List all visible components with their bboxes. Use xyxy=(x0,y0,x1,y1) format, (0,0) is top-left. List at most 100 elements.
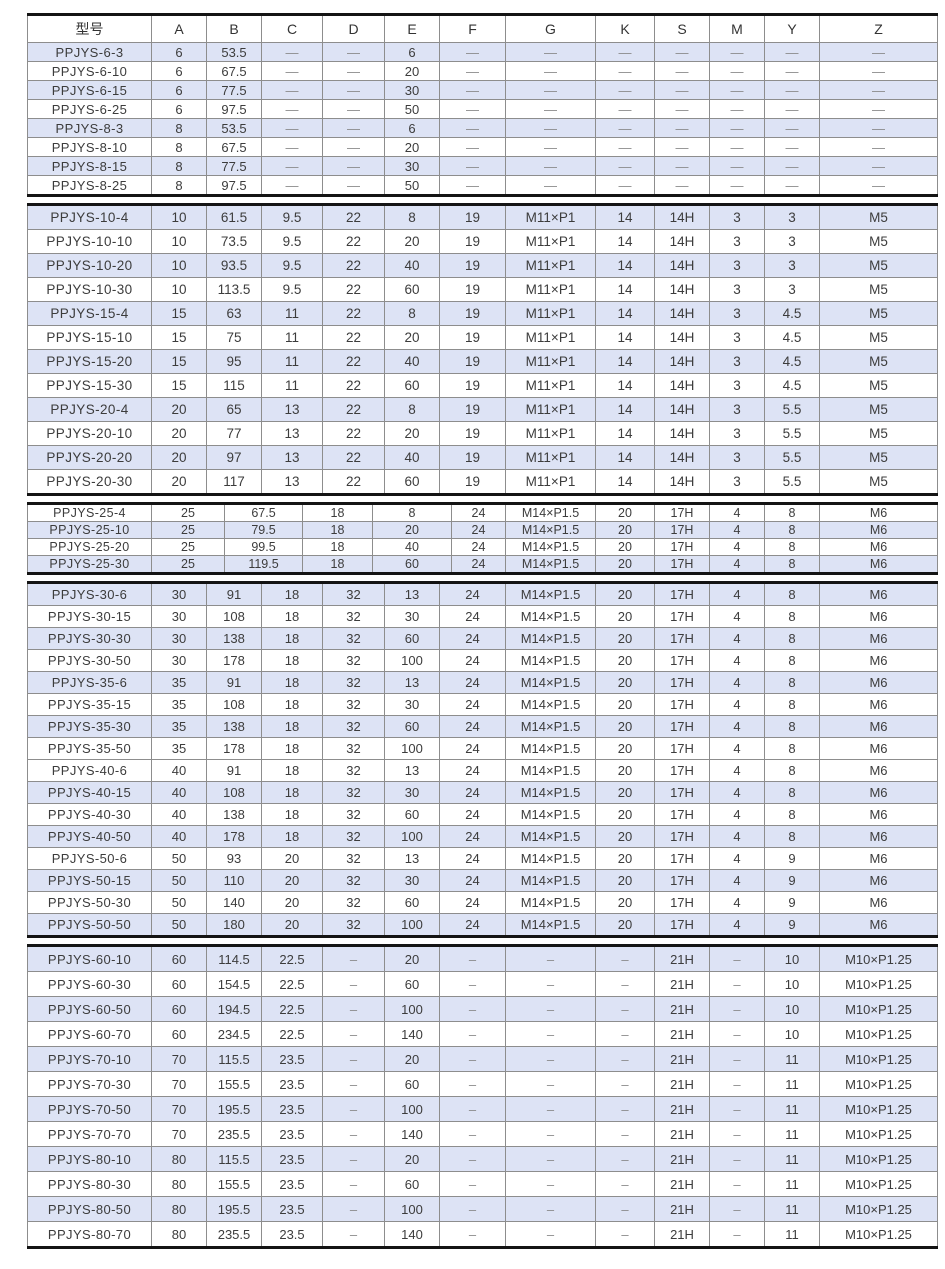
table-row: PPJYS-30-15 30 108 18 32 30 24 M14×P1.5 20 17H 4 8 M… xyxy=(27,605,938,628)
table-cell: 18 xyxy=(261,693,323,716)
table-cell: — xyxy=(595,175,655,196)
table-cell: 4 xyxy=(709,671,765,694)
table-cell: M14×P1.5 xyxy=(505,715,596,738)
table-cell: M6 xyxy=(819,582,938,606)
table-cell: 4 xyxy=(709,803,765,826)
table-cell: – xyxy=(505,1021,596,1047)
table-cell: 20 xyxy=(384,61,440,81)
table-cell: 155.5 xyxy=(206,1071,262,1097)
table-cell: 18 xyxy=(261,582,323,606)
table-cell: 6 xyxy=(151,61,207,81)
table-cell: 93 xyxy=(206,847,262,870)
table-row: PPJYS-50-15 50 110 20 32 30 24 M14×P1.5 20 17H 4 9 M… xyxy=(27,869,938,892)
table-cell: 115.5 xyxy=(206,1146,262,1172)
model-cell: PPJYS-20-10 xyxy=(27,421,152,446)
table-cell: — xyxy=(439,80,506,100)
table-cell: 8 xyxy=(151,118,207,138)
table-cell: 20 xyxy=(151,445,207,470)
table-cell: – xyxy=(505,1196,596,1222)
table-cell: 20 xyxy=(595,671,655,694)
table-cell: M6 xyxy=(819,891,938,914)
model-cell: PPJYS-50-30 xyxy=(27,891,152,914)
model-cell: PPJYS-8-10 xyxy=(27,137,152,157)
table-cell: M5 xyxy=(819,421,938,446)
spec-table-section-1: 型号 A B C D E F G K S M Y Z PPJYS-6-3 6 53.5— —6— — — — — — — PP… xyxy=(27,13,938,197)
table-cell: 17H xyxy=(654,891,710,914)
table-cell: 8 xyxy=(384,204,440,230)
table-cell: 73.5 xyxy=(206,229,262,254)
table-cell: 14H xyxy=(654,421,710,446)
table-cell: 21H xyxy=(654,1071,710,1097)
table-cell: – xyxy=(439,1096,506,1122)
model-cell: PPJYS-6-15 xyxy=(27,80,152,100)
table-cell: 61.5 xyxy=(206,204,262,230)
table-cell: – xyxy=(595,945,655,972)
table-cell: 97.5 xyxy=(206,99,262,119)
table-cell: 4 xyxy=(709,555,765,574)
table-cell: 17H xyxy=(654,503,710,522)
table-cell: 8 xyxy=(384,301,440,326)
table-cell: – xyxy=(505,945,596,972)
table-cell: 22 xyxy=(322,204,385,230)
table-cell: – xyxy=(505,1121,596,1147)
table-cell: 67.5 xyxy=(224,503,303,522)
table-cell: 21H xyxy=(654,1221,710,1248)
table-cell: – xyxy=(322,945,385,972)
table-row: PPJYS-20-30 20 117 13 22 60 19 M11×P1 14 14H 3 5.5 M… xyxy=(27,469,938,495)
table-cell: — xyxy=(764,42,820,62)
model-cell: PPJYS-50-50 xyxy=(27,913,152,937)
table-cell: 3 xyxy=(709,397,765,422)
table-cell: 60 xyxy=(384,627,440,650)
table-cell: 17H xyxy=(654,913,710,937)
table-cell: 21H xyxy=(654,1146,710,1172)
table-cell: 63 xyxy=(206,301,262,326)
table-cell: M14×P1.5 xyxy=(505,693,596,716)
table-cell: 30 xyxy=(384,605,440,628)
table-cell: M14×P1.5 xyxy=(505,781,596,804)
table-row: PPJYS-60-10 60 114.5 22.5–20– – –21H –10 M10×P1… xyxy=(27,945,938,972)
table-cell: — xyxy=(819,42,938,62)
model-cell: PPJYS-25-10 xyxy=(27,521,152,539)
table-cell: 17H xyxy=(654,521,710,539)
table-cell: M6 xyxy=(819,627,938,650)
model-cell: PPJYS-25-30 xyxy=(27,555,152,574)
table-row: PPJYS-30-6 30 91 18 32 13 24 M14×P1.5 20 17H 4 8 M6 xyxy=(27,582,938,606)
model-cell: PPJYS-10-4 xyxy=(27,204,152,230)
table-cell: M5 xyxy=(819,253,938,278)
table-cell: M14×P1.5 xyxy=(505,847,596,870)
table-cell: 20 xyxy=(595,891,655,914)
column-header: D xyxy=(322,14,385,43)
table-cell: 8 xyxy=(764,803,820,826)
model-cell: PPJYS-70-50 xyxy=(27,1096,152,1122)
table-cell: 18 xyxy=(261,649,323,672)
table-cell: 40 xyxy=(384,253,440,278)
table-row: PPJYS-8-10 8 67.5— —20— — — — — — — xyxy=(27,137,938,157)
table-row: PPJYS-30-50 30 178 18 32 100 24 M14×P1.5 20 17H 4 8… xyxy=(27,649,938,672)
table-cell: 20 xyxy=(595,582,655,606)
table-cell: 20 xyxy=(384,229,440,254)
table-cell: – xyxy=(709,971,765,997)
table-cell: 100 xyxy=(384,1096,440,1122)
table-cell: 20 xyxy=(595,538,655,556)
table-cell: – xyxy=(322,1146,385,1172)
table-row: PPJYS-80-70 80 235.5 23.5–140– – –21H –11 M10×P… xyxy=(27,1221,938,1248)
table-row: PPJYS-25-10 25 79.5 18 20 24 M14×P1.5 20 17H 4 8 M6 xyxy=(27,521,938,539)
table-cell: 4 xyxy=(709,913,765,937)
table-cell: – xyxy=(439,1196,506,1222)
table-cell: 117 xyxy=(206,469,262,495)
table-cell: 22.5 xyxy=(261,945,323,972)
table-cell: 20 xyxy=(151,469,207,495)
table-cell: 20 xyxy=(595,913,655,937)
table-cell: 14H xyxy=(654,301,710,326)
table-cell: — xyxy=(819,118,938,138)
table-cell: — xyxy=(595,99,655,119)
model-cell: PPJYS-6-25 xyxy=(27,99,152,119)
table-cell: 20 xyxy=(595,503,655,522)
column-header: Z xyxy=(819,14,938,43)
table-cell: 8 xyxy=(151,175,207,196)
table-cell: 15 xyxy=(151,373,207,398)
table-cell: M14×P1.5 xyxy=(505,521,596,539)
table-cell: 3 xyxy=(709,421,765,446)
table-row: PPJYS-15-10 15 75 11 22 20 19 M11×P1 14 14H 3 4.5 M5 xyxy=(27,325,938,350)
table-cell: 19 xyxy=(439,325,506,350)
